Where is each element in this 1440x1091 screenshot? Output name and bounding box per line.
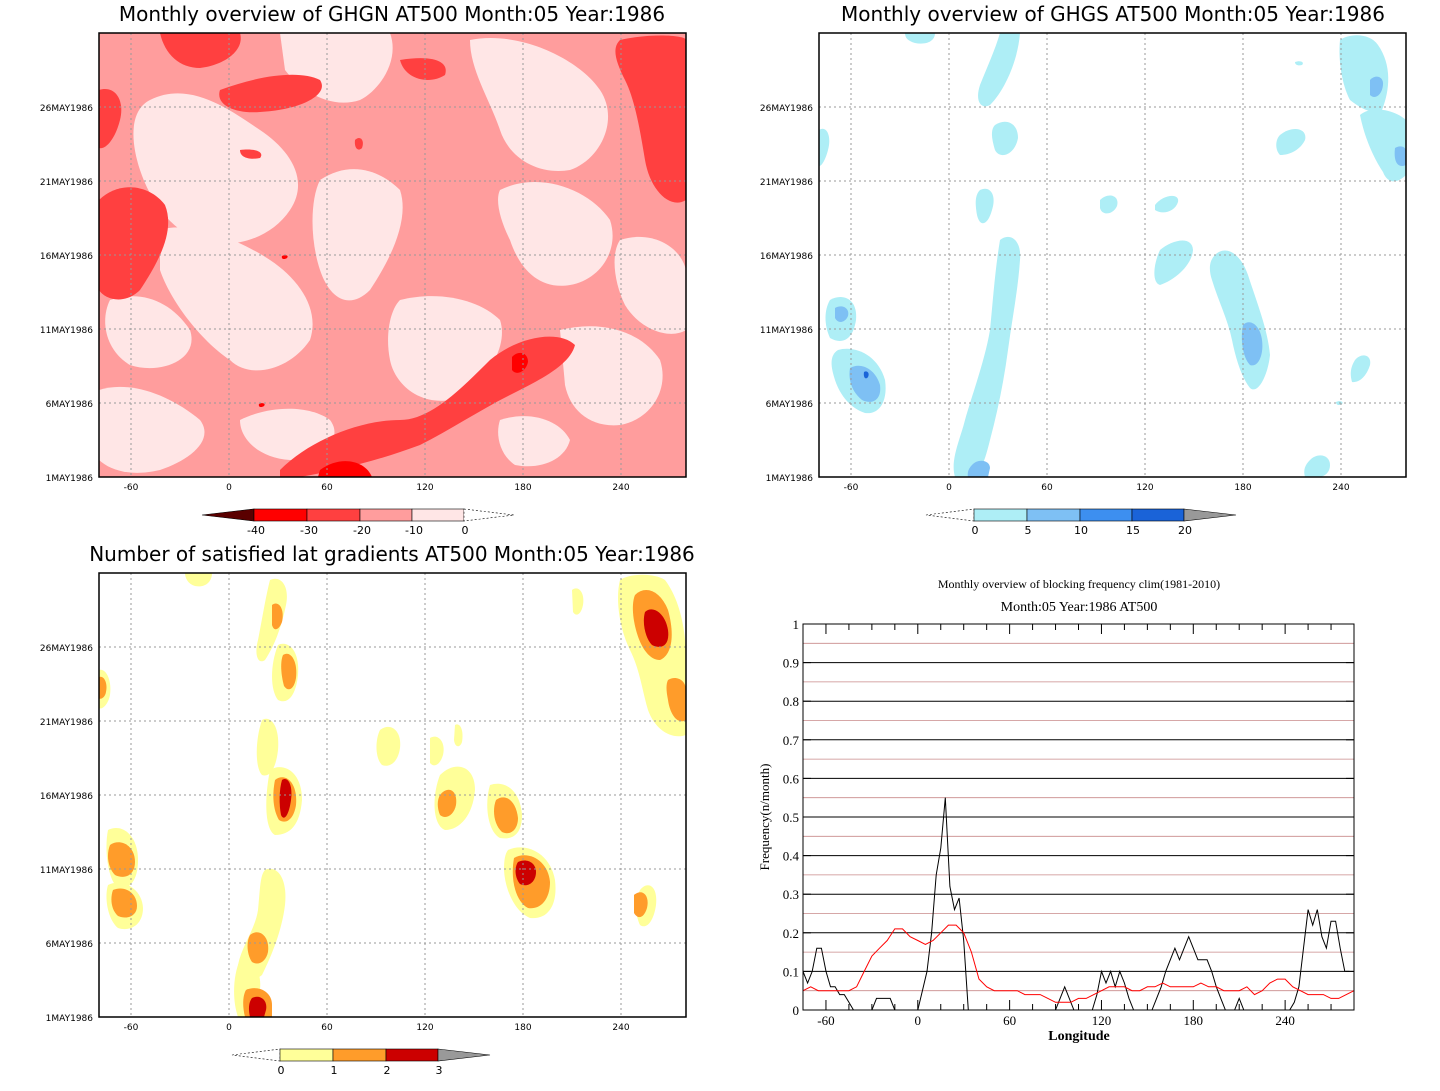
y-tick-label: 0.6	[783, 771, 800, 786]
ghgn-x-tick: 0	[226, 483, 232, 493]
freq-chart-series	[802, 797, 1355, 1011]
y-tick-label: 0.5	[783, 810, 799, 825]
ghgn-y-tick: 21MAY1986	[40, 178, 93, 188]
ghgs-y-tick: 16MAY1986	[760, 252, 813, 262]
lat-y-tick: 16MAY1986	[40, 792, 93, 802]
lat-x-tick: 120	[416, 1023, 433, 1033]
freq-chart-ticks: 0 0.1 0.2 0.3 0.4 0.5 0.6 0.7 0.8 0.9 1 -60 0 60 120 18…	[783, 617, 1354, 1028]
y-tick-label: 0.1	[783, 964, 799, 979]
ghgs-y-tick: 1MAY1986	[766, 474, 814, 484]
lat-colorbar: 0 1 2 3	[231, 1048, 491, 1077]
lat-x-tick: 240	[612, 1023, 629, 1033]
series-line-1	[802, 797, 1350, 1011]
ghgs-y-tick: 26MAY1986	[760, 104, 813, 114]
ghgn-x-tick: 60	[321, 483, 333, 493]
x-tick-label: 60	[1003, 1013, 1016, 1028]
ghgn-panel: Monthly overview of GHGN AT500 Month:05 …	[40, 2, 687, 537]
y-tick-label: 0.7	[783, 733, 800, 748]
ghgs-colorbar: 0 5 10 15 20	[925, 508, 1237, 537]
ghgn-x-tick: -60	[124, 483, 139, 493]
lat-x-tick: 0	[226, 1023, 232, 1033]
x-tick-label: 240	[1275, 1013, 1295, 1028]
ghgn-colorbar-label: -30	[300, 524, 318, 537]
ghgn-y-tick: 11MAY1986	[40, 326, 93, 336]
lat-y-tick: 1MAY1986	[46, 1014, 94, 1024]
y-tick-label: 0	[793, 1003, 800, 1018]
freq-chart-grid	[803, 642, 1354, 992]
ghgn-y-tick: 26MAY1986	[40, 104, 93, 114]
lat-colorbar-label: 2	[384, 1064, 391, 1077]
lat-x-tick: -60	[124, 1023, 139, 1033]
ghgn-title: Monthly overview of GHGN AT500 Month:05 …	[119, 2, 665, 26]
ghgn-y-tick: 1MAY1986	[46, 474, 94, 484]
ghgs-field	[819, 33, 1406, 477]
ghgs-title: Monthly overview of GHGS AT500 Month:05 …	[841, 2, 1385, 26]
ghgs-panel: Monthly overview of GHGS AT500 Month:05 …	[760, 2, 1407, 537]
lat-title: Number of satisfied lat gradients AT500 …	[89, 545, 695, 566]
ghgs-colorbar-label: 20	[1178, 524, 1192, 537]
x-tick-label: 180	[1184, 1013, 1204, 1028]
ghgs-x-tick: -60	[844, 483, 859, 493]
ghgn-colorbar: -40 -30 -20 -10 0	[201, 508, 515, 537]
ghgn-grid	[99, 33, 686, 477]
ghgs-x-tick: 180	[1234, 483, 1251, 493]
lat-field	[99, 573, 686, 1017]
ghgs-x-tick: 120	[1136, 483, 1153, 493]
ghgs-x-tick: 0	[946, 483, 952, 493]
lat-colorbar-label: 0	[278, 1064, 285, 1077]
ghgn-y-tick: 16MAY1986	[40, 252, 93, 262]
freq-chart-subtitle: Month:05 Year:1986 AT500	[1001, 600, 1158, 615]
lat-grid	[99, 573, 686, 1017]
ghgn-colorbar-label: -10	[405, 524, 423, 537]
ghgs-colorbar-label: 10	[1074, 524, 1088, 537]
lat-colorbar-label: 1	[331, 1064, 338, 1077]
freq-chart-title: Monthly overview of blocking frequency c…	[938, 577, 1220, 591]
y-tick-label: 1	[793, 617, 800, 632]
lat-y-tick: 6MAY1986	[46, 940, 94, 950]
lat-colorbar-label: 3	[436, 1064, 443, 1077]
ghgn-y-tick: 6MAY1986	[46, 400, 94, 410]
ghgn-x-tick: 120	[416, 483, 433, 493]
ghgn-colorbar-label: -40	[247, 524, 265, 537]
lat-x-tick: 180	[514, 1023, 531, 1033]
y-tick-label: 0.8	[783, 694, 799, 709]
ghgs-y-tick: 11MAY1986	[760, 326, 813, 336]
x-tick-label: 0	[915, 1013, 922, 1028]
ghgn-x-tick: 180	[514, 483, 531, 493]
ghgs-y-tick: 6MAY1986	[766, 400, 814, 410]
lat-x-tick: 60	[321, 1023, 333, 1033]
ghgs-colorbar-label: 0	[972, 524, 979, 537]
lat-gradient-panel: Number of satisfied lat gradients AT500 …	[40, 545, 695, 1077]
x-tick-label: -60	[817, 1013, 834, 1028]
y-tick-label: 0.2	[783, 926, 799, 941]
y-tick-label: 0.4	[783, 849, 800, 864]
blocking-frequency-chart: Monthly overview of blocking frequency c…	[757, 577, 1355, 1044]
x-tick-label: 120	[1092, 1013, 1112, 1028]
y-tick-label: 0.9	[783, 656, 799, 671]
freq-chart-ylabel: Frequency(n/month)	[757, 764, 772, 871]
y-tick-label: 0.3	[783, 887, 799, 902]
ghgs-y-tick: 21MAY1986	[760, 178, 813, 188]
ghgn-field	[99, 33, 686, 477]
ghgn-colorbar-label: -20	[353, 524, 371, 537]
ghgs-grid	[819, 33, 1406, 477]
lat-y-tick: 21MAY1986	[40, 718, 93, 728]
lat-y-tick: 26MAY1986	[40, 644, 93, 654]
ghgs-x-tick: 240	[1332, 483, 1349, 493]
ghgs-colorbar-label: 5	[1025, 524, 1032, 537]
freq-chart-xlabel: Longitude	[1048, 1029, 1109, 1044]
ghgn-colorbar-label: 0	[462, 524, 469, 537]
series-line-2	[802, 924, 1355, 1003]
ghgs-colorbar-label: 15	[1126, 524, 1140, 537]
ghgs-x-tick: 60	[1041, 483, 1053, 493]
ghgn-x-tick: 240	[612, 483, 629, 493]
lat-y-tick: 11MAY1986	[40, 866, 93, 876]
